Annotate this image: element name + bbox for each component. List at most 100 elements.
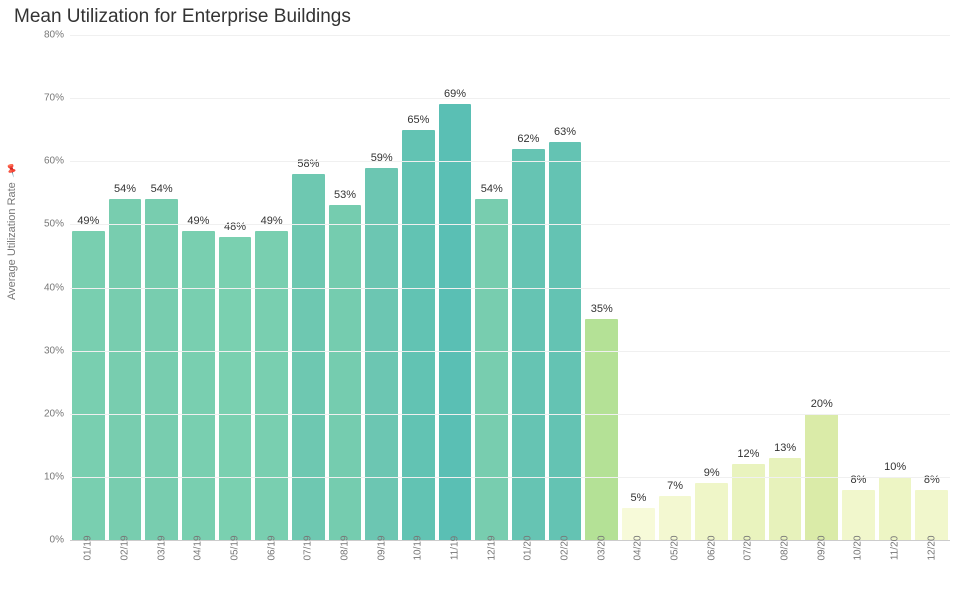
bar[interactable] <box>842 490 875 541</box>
x-tick-label: 11/20 <box>890 536 901 560</box>
grid-line <box>70 288 950 289</box>
x-tick-label: 04/19 <box>193 535 204 560</box>
y-tick-label: 20% <box>44 408 64 419</box>
x-tick-slot: 09/20 <box>805 542 838 592</box>
bar-value-label: 20% <box>811 398 833 410</box>
y-tick-label: 80% <box>44 30 64 41</box>
bar[interactable] <box>769 458 802 540</box>
x-tick-label: 12/19 <box>486 535 497 560</box>
bar[interactable] <box>219 237 252 540</box>
x-tick-slot: 01/20 <box>512 542 545 592</box>
bar-value-label: 54% <box>151 183 173 195</box>
x-tick-slot: 03/19 <box>145 542 178 592</box>
bar-value-label: 58% <box>297 158 319 170</box>
bar-value-label: 8% <box>924 474 940 486</box>
x-tick-label: 08/19 <box>340 535 351 560</box>
grid-line <box>70 98 950 99</box>
x-tick-slot: 03/20 <box>585 542 618 592</box>
bar-value-label: 48% <box>224 221 246 233</box>
x-tick-slot: 05/19 <box>219 542 252 592</box>
x-tick-label: 02/20 <box>560 535 571 560</box>
bar[interactable] <box>915 490 948 541</box>
y-tick-label: 60% <box>44 156 64 167</box>
x-tick-slot: 12/19 <box>475 542 508 592</box>
y-tick-label: 10% <box>44 471 64 482</box>
bar-value-label: 7% <box>667 480 683 492</box>
x-axis-labels: 01/1902/1903/1904/1905/1906/1907/1908/19… <box>70 542 950 592</box>
x-tick-label: 07/19 <box>303 535 314 560</box>
bar[interactable] <box>402 130 435 540</box>
x-tick-label: 01/19 <box>83 535 94 560</box>
x-tick-slot: 09/19 <box>365 542 398 592</box>
x-tick-label: 11/19 <box>450 536 461 560</box>
bar[interactable] <box>549 142 582 540</box>
bar-value-label: 53% <box>334 189 356 201</box>
bar-value-label: 10% <box>884 461 906 473</box>
x-tick-label: 09/19 <box>376 535 387 560</box>
x-tick-slot: 11/19 <box>439 542 472 592</box>
x-tick-label: 08/20 <box>780 535 791 560</box>
x-tick-slot: 12/20 <box>915 542 948 592</box>
x-tick-slot: 02/20 <box>549 542 582 592</box>
bar[interactable] <box>182 231 215 540</box>
x-tick-label: 12/20 <box>926 535 937 560</box>
x-tick-label: 06/20 <box>706 535 717 560</box>
y-axis-label-text: Average Utilization Rate <box>6 182 18 300</box>
x-tick-slot: 01/19 <box>72 542 105 592</box>
x-tick-slot: 07/19 <box>292 542 325 592</box>
bar[interactable] <box>439 104 472 540</box>
chart-title: Mean Utilization for Enterprise Building… <box>14 6 351 28</box>
x-tick-label: 04/20 <box>633 535 644 560</box>
x-tick-label: 05/20 <box>670 535 681 560</box>
grid-line <box>70 477 950 478</box>
y-tick-label: 50% <box>44 219 64 230</box>
utilization-chart: Mean Utilization for Enterprise Building… <box>0 0 962 602</box>
y-tick-label: 40% <box>44 282 64 293</box>
bar-value-label: 54% <box>481 183 503 195</box>
x-tick-slot: 11/20 <box>879 542 912 592</box>
x-tick-slot: 04/19 <box>182 542 215 592</box>
pin-icon: 📌 <box>5 163 21 179</box>
bar[interactable] <box>475 199 508 540</box>
bar-value-label: 13% <box>774 442 796 454</box>
x-tick-label: 01/20 <box>523 535 534 560</box>
x-tick-label: 09/20 <box>816 535 827 560</box>
bar[interactable] <box>329 205 362 540</box>
x-tick-label: 05/19 <box>230 535 241 560</box>
x-tick-slot: 08/19 <box>329 542 362 592</box>
bar-value-label: 35% <box>591 303 613 315</box>
bar[interactable] <box>109 199 142 540</box>
x-tick-label: 10/20 <box>853 535 864 560</box>
grid-line <box>70 35 950 36</box>
bar[interactable] <box>732 464 765 540</box>
bar[interactable] <box>255 231 288 540</box>
y-tick-label: 30% <box>44 345 64 356</box>
bar-value-label: 65% <box>407 114 429 126</box>
x-tick-slot: 07/20 <box>732 542 765 592</box>
bar[interactable] <box>72 231 105 540</box>
bar[interactable] <box>695 483 728 540</box>
y-tick-label: 70% <box>44 93 64 104</box>
bar[interactable] <box>879 477 912 540</box>
grid-line <box>70 161 950 162</box>
x-tick-slot: 05/20 <box>659 542 692 592</box>
x-tick-slot: 06/19 <box>255 542 288 592</box>
x-tick-slot: 04/20 <box>622 542 655 592</box>
x-tick-label: 03/20 <box>596 535 607 560</box>
x-tick-label: 03/19 <box>156 535 167 560</box>
bar-value-label: 12% <box>737 448 759 460</box>
bar-value-label: 8% <box>850 474 866 486</box>
x-tick-label: 10/19 <box>413 535 424 560</box>
bar[interactable] <box>512 149 545 540</box>
bar[interactable] <box>145 199 178 540</box>
y-tick-label: 0% <box>50 535 64 546</box>
x-tick-slot: 06/20 <box>695 542 728 592</box>
x-tick-label: 06/19 <box>266 535 277 560</box>
grid-line <box>70 351 950 352</box>
bar[interactable] <box>292 174 325 540</box>
bar[interactable] <box>659 496 692 540</box>
grid-line <box>70 224 950 225</box>
bar[interactable] <box>585 319 618 540</box>
bar-value-label: 62% <box>517 133 539 145</box>
x-tick-slot: 10/20 <box>842 542 875 592</box>
